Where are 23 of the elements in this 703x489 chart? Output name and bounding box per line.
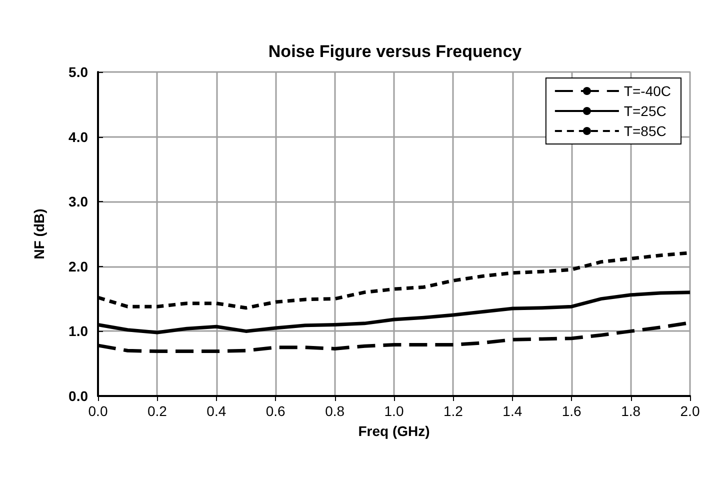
x-tick-label: 0.2 xyxy=(147,403,168,419)
x-tick-label: 1.0 xyxy=(384,403,404,419)
x-tick-label: 1.4 xyxy=(502,403,522,419)
x-tick-label: 1.6 xyxy=(562,403,582,419)
y-tick-label: 1.0 xyxy=(68,323,88,340)
y-tick-label: 4.0 xyxy=(68,128,88,145)
y-tick-label: 5.0 xyxy=(68,64,88,80)
x-tick-label: 0.8 xyxy=(325,403,345,419)
y-tick-label: 3.0 xyxy=(68,194,88,210)
y-tick-label: 2.0 xyxy=(68,258,88,274)
x-tick-label: 1.2 xyxy=(443,403,464,419)
x-tick-label: 1.8 xyxy=(621,403,641,419)
x-tick-label: 0.6 xyxy=(266,403,286,419)
y-axis-title: NF (dB) xyxy=(31,208,47,260)
legend-label: T=85C xyxy=(624,123,666,139)
y-tick-label: 0.0 xyxy=(68,388,88,404)
x-tick-label: 2.0 xyxy=(680,403,700,419)
x-axis-title: Freq (GHz) xyxy=(358,423,430,439)
legend-label: T=25C xyxy=(624,103,666,119)
chart-title: Noise Figure versus Frequency xyxy=(268,42,522,61)
x-tick-label: 0.4 xyxy=(206,403,226,419)
x-tick-label: 0.0 xyxy=(88,403,108,419)
legend-label: T=-40C xyxy=(624,83,672,99)
